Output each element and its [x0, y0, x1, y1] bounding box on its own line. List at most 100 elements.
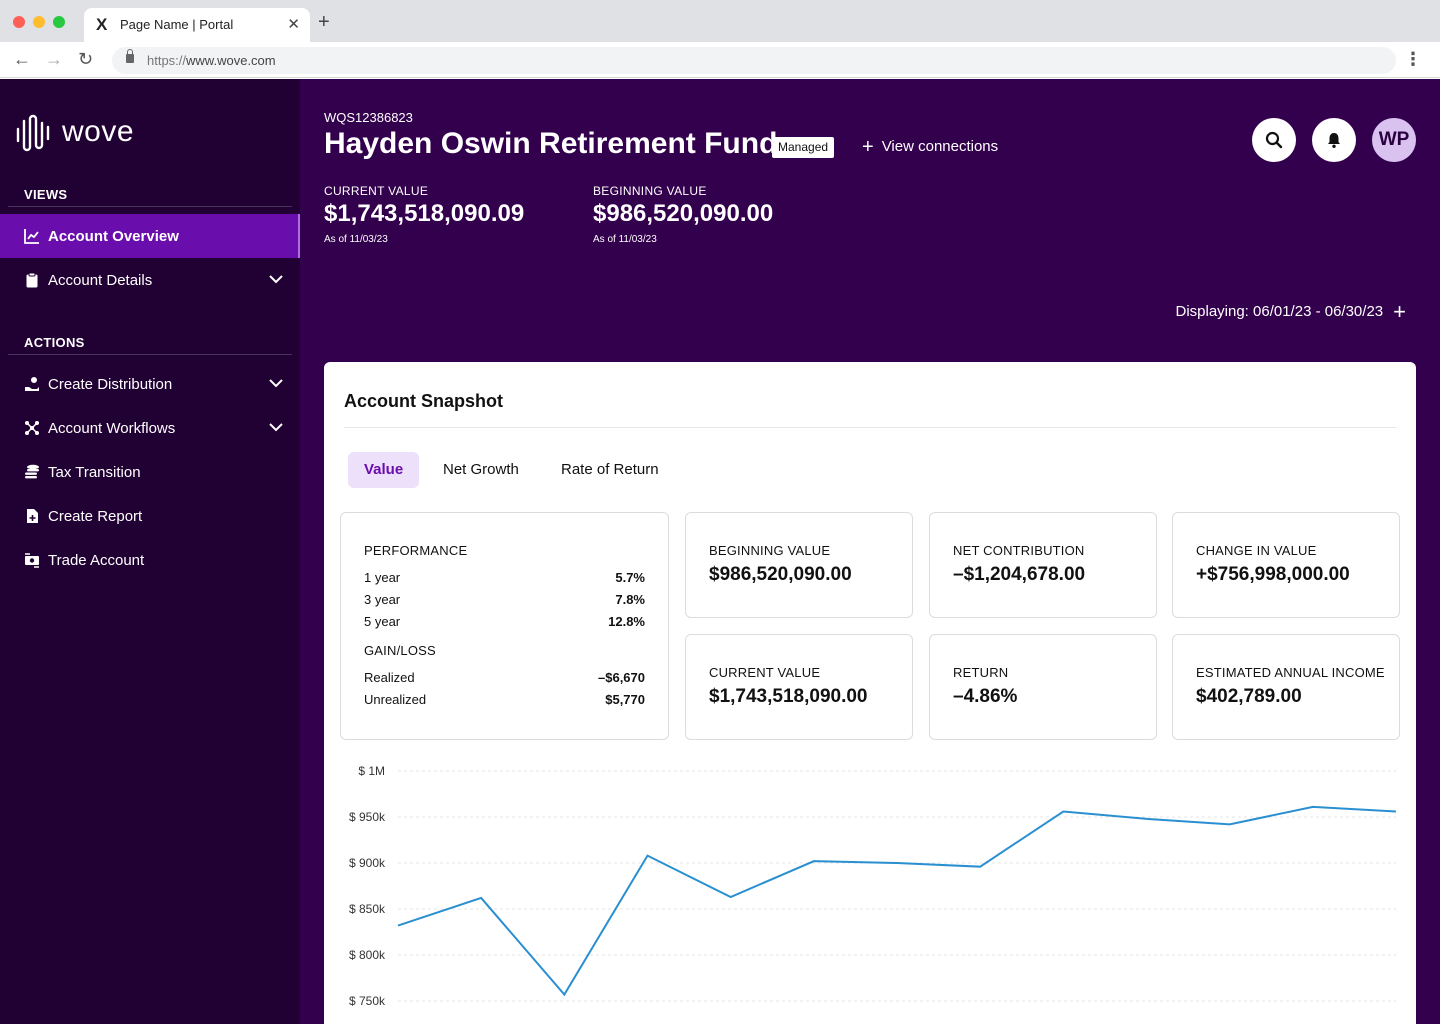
stat-card-return: RETURN –4.86% [929, 634, 1157, 740]
tab-rate-of-return[interactable]: Rate of Return [561, 461, 659, 478]
stat-label: CHANGE IN VALUE [1196, 543, 1317, 558]
snapshot-divider [344, 427, 1396, 428]
beginning-value: $986,520,090.00 [593, 200, 774, 227]
gainloss-value: $5,770 [605, 692, 645, 707]
lock-icon [126, 49, 134, 63]
stat-label: CURRENT VALUE [709, 665, 821, 680]
sidebar-item-label: Tax Transition [48, 463, 141, 481]
views-divider [8, 206, 292, 207]
y-tick-label: $ 800k [349, 948, 386, 962]
tab-value[interactable]: Value [348, 452, 420, 488]
y-tick-label: $ 750k [349, 994, 386, 1008]
sidebar-item-label: Account Overview [48, 227, 179, 245]
browser-tab-strip: X Page Name | Portal ✕ + [0, 0, 1440, 42]
sidebar-item-account-details[interactable]: Account Details [0, 258, 300, 302]
stat-value: $1,743,518,090.00 [709, 686, 868, 707]
chevron-down-icon[interactable] [268, 419, 284, 435]
browser-toolbar: ← → ↻ https://www.wove.com ⋮ [0, 42, 1440, 78]
browser-tab[interactable]: X Page Name | Portal ✕ [84, 8, 310, 42]
managed-badge: Managed [772, 137, 835, 158]
chevron-down-icon[interactable] [268, 271, 284, 287]
actions-section-label: ACTIONS [24, 335, 85, 350]
y-tick-label: $ 900k [349, 856, 386, 870]
beginning-value-label: BEGINNING VALUE [593, 184, 707, 198]
bell-icon [1328, 133, 1340, 148]
gainloss-label: GAIN/LOSS [364, 643, 436, 658]
plus-icon: + [862, 135, 874, 158]
money-exchange-icon [24, 552, 40, 568]
stat-value: –$1,204,678.00 [953, 564, 1086, 585]
series-line [397, 805, 1397, 997]
current-value-block: CURRENT VALUE $1,743,518,090.09 As of 11… [324, 184, 524, 245]
stat-card-net-contribution: NET CONTRIBUTION –$1,204,678.00 [929, 512, 1157, 618]
stat-card-beginning-value: BEGINNING VALUE $986,520,090.00 [685, 512, 913, 618]
views-section-label: VIEWS [24, 187, 68, 202]
wove-logo[interactable]: wove [16, 111, 134, 153]
stat-value: –4.86% [953, 686, 1018, 707]
stat-label: NET CONTRIBUTION [953, 543, 1085, 558]
stat-value: $986,520,090.00 [709, 564, 852, 585]
reload-icon[interactable]: ↻ [78, 49, 94, 69]
performance-label: PERFORMANCE [364, 543, 468, 558]
window-maximize-button[interactable] [53, 16, 65, 28]
forward-arrow-icon[interactable]: → [45, 49, 63, 69]
view-connections-button[interactable]: + View connections [862, 135, 999, 158]
logo-text: wove [62, 115, 135, 148]
stat-value: $402,789.00 [1196, 686, 1302, 707]
gainloss-row: Unrealized $5,770 [364, 692, 645, 707]
performance-value: 5.7% [615, 570, 645, 585]
search-button[interactable] [1252, 118, 1296, 162]
snapshot-title: Account Snapshot [344, 391, 504, 411]
sidebar-item-label: Create Report [48, 507, 143, 525]
account-snapshot-card: Account Snapshot Value Net Growth Rate o… [324, 362, 1416, 1024]
chevron-down-icon[interactable] [268, 375, 284, 391]
site-favicon-icon: X [96, 15, 108, 34]
wove-logo-icon [16, 114, 50, 152]
account-id: WQS12386823 [324, 110, 413, 125]
new-tab-icon[interactable]: + [318, 11, 330, 33]
window-close-button[interactable] [13, 16, 25, 28]
avatar[interactable]: WP [1372, 118, 1416, 162]
address-bar[interactable]: https://www.wove.com [112, 47, 1396, 74]
back-arrow-icon[interactable]: ← [13, 49, 31, 69]
sidebar-item-account-overview[interactable]: Account Overview [0, 214, 300, 258]
sidebar-item-label: Trade Account [48, 551, 145, 569]
sidebar-item-create-distribution[interactable]: Create Distribution [0, 362, 300, 406]
page-title: Hayden Oswin Retirement Fund [324, 127, 778, 160]
tab-net-growth[interactable]: Net Growth [443, 461, 519, 478]
value-line-chart: $ 1M $ 950k $ 900k $ 850k $ 800k $ 750k [324, 757, 1416, 1024]
sidebar-item-create-report[interactable]: Create Report [0, 494, 300, 538]
performance-value: 12.8% [608, 614, 645, 629]
sidebar: wove VIEWS Account Overview Account Deta… [0, 79, 300, 1024]
view-connections-label: View connections [881, 138, 999, 155]
notifications-button[interactable] [1312, 118, 1356, 162]
performance-period: 5 year [364, 614, 401, 629]
current-value: $1,743,518,090.09 [324, 200, 525, 227]
y-tick-label: $ 1M [358, 764, 385, 778]
window-minimize-button[interactable] [33, 16, 45, 28]
date-range-label: Displaying: 06/01/23 - 06/30/23 [1175, 303, 1384, 320]
y-tick-label: $ 850k [349, 902, 386, 916]
gainloss-value: –$6,670 [598, 670, 645, 685]
stat-card-change-in-value: CHANGE IN VALUE +$756,998,000.00 [1172, 512, 1400, 618]
sidebar-item-label: Account Workflows [48, 419, 176, 437]
chart-line-icon [24, 228, 40, 244]
y-tick-label: $ 950k [349, 810, 386, 824]
performance-period: 3 year [364, 592, 401, 607]
sidebar-item-tax-transition[interactable]: Tax Transition [0, 450, 300, 494]
beginning-value-block: BEGINNING VALUE $986,520,090.00 As of 11… [593, 184, 773, 245]
stat-value: +$756,998,000.00 [1196, 564, 1350, 585]
date-range-selector[interactable]: Displaying: 06/01/23 - 06/30/23 + [1175, 298, 1406, 324]
sidebar-item-trade-account[interactable]: Trade Account [0, 538, 300, 582]
gainloss-type: Unrealized [364, 692, 427, 707]
file-plus-icon [24, 508, 40, 524]
tab-close-icon[interactable]: ✕ [287, 16, 300, 33]
plus-icon: + [1393, 298, 1406, 324]
browser-menu-icon[interactable]: ⋮ [1404, 49, 1422, 69]
url-text: https://www.wove.com [147, 53, 276, 68]
sidebar-item-account-workflows[interactable]: Account Workflows [0, 406, 300, 450]
search-icon [1265, 131, 1283, 149]
performance-value: 7.8% [615, 592, 645, 607]
actions-divider [8, 354, 292, 355]
performance-row: 5 year 12.8% [364, 614, 645, 629]
